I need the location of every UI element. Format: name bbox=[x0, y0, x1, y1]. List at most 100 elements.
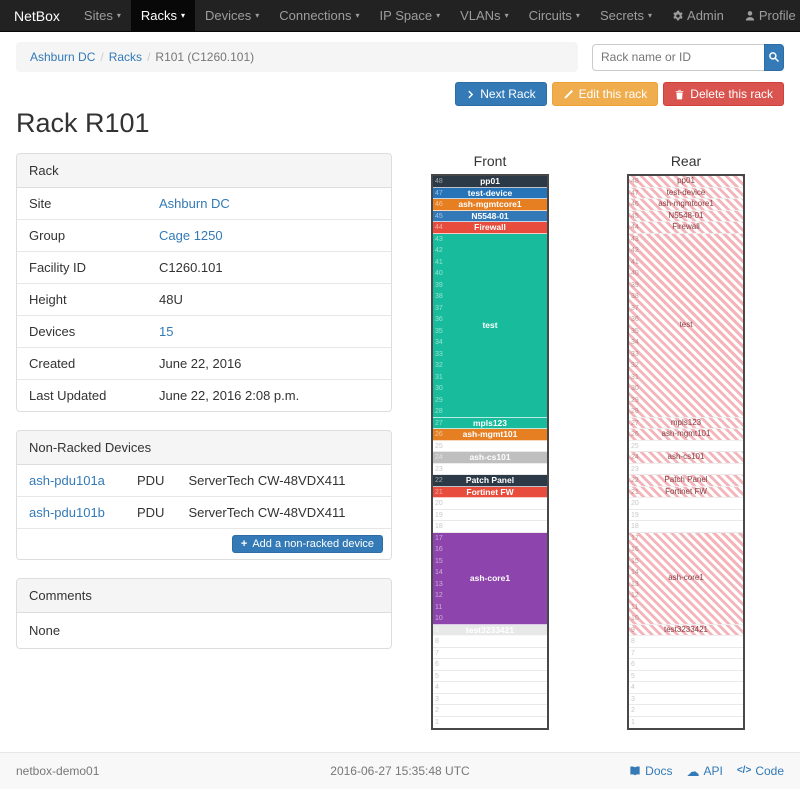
rack-device-patch-panel-rear[interactable]: 22 Patch Panel bbox=[629, 475, 743, 487]
rack-device-ash-core1[interactable]: 17 16 15 14 13 12 11 10 ash-core1 bbox=[433, 532, 547, 625]
device-link[interactable]: ash-pdu101a bbox=[29, 473, 105, 488]
rack-device-n5548-01-rear[interactable]: 45 N5548-01 bbox=[629, 210, 743, 222]
search-button[interactable] bbox=[764, 43, 784, 71]
unit-numbers: 22 bbox=[435, 477, 443, 484]
device-label: Patch Panel bbox=[465, 475, 515, 485]
rack-device-fortinet-fw-rear[interactable]: 21 Fortinet FW bbox=[629, 486, 743, 498]
breadcrumb-item-ashburn-dc[interactable]: Ashburn DC bbox=[30, 50, 96, 64]
gear-icon bbox=[672, 10, 684, 22]
nav-item-devices[interactable]: Devices ▾ bbox=[195, 0, 269, 31]
unit-numbers: 44 bbox=[631, 224, 639, 231]
rack-device-fortinet-fw[interactable]: 21 Fortinet FW bbox=[433, 486, 547, 498]
rack-device-ash-mgmt101[interactable]: 26 ash-mgmt101 bbox=[433, 429, 547, 441]
attr-value-link[interactable]: Ashburn DC bbox=[159, 196, 230, 211]
footer-link-docs[interactable]: Docs bbox=[629, 764, 673, 778]
rack-device-mpls123-rear[interactable]: 27 mpls123 bbox=[629, 417, 743, 429]
rack-device-test3233421[interactable]: 9 test3233421 bbox=[433, 624, 547, 636]
rack-device-test-device[interactable]: 47 test-device bbox=[433, 187, 547, 199]
rack-device-n5548-01[interactable]: 45 N5548-01 bbox=[433, 210, 547, 222]
page-title: Rack R101 bbox=[16, 108, 150, 138]
nav-item-ip-space[interactable]: IP Space ▾ bbox=[370, 0, 451, 31]
nav-item-label: Circuits bbox=[528, 8, 572, 23]
nav-item-racks[interactable]: Racks ▾ bbox=[130, 0, 195, 31]
unit-numbers: 21 bbox=[435, 488, 443, 496]
unit-number: 8 bbox=[435, 638, 439, 645]
attr-value-link[interactable]: Cage 1250 bbox=[159, 228, 223, 243]
trash-icon bbox=[674, 89, 685, 100]
rack-device-ash-mgmtcore1-rear[interactable]: 46 ash-mgmtcore1 bbox=[629, 199, 743, 211]
brand-link[interactable]: NetBox bbox=[14, 7, 60, 24]
unit-numbers: 44 bbox=[435, 224, 443, 231]
empty-unit: 20 bbox=[433, 498, 547, 510]
nav-item-label: Profile bbox=[758, 8, 796, 23]
footer-link-label: Code bbox=[755, 764, 784, 778]
rack-device-test[interactable]: 43 42 41 40 39 38 37 36 35 34 33 32 31 30 29 28 test bbox=[433, 233, 547, 418]
attr-value-link[interactable]: 15 bbox=[159, 324, 174, 339]
caret-down-icon: ▾ bbox=[255, 11, 260, 20]
unit-number: 1 bbox=[631, 718, 635, 726]
nav-item-profile[interactable]: Profile bbox=[734, 0, 800, 31]
nav-item-connections[interactable]: Connections ▾ bbox=[269, 0, 369, 31]
device-role-cell: PDU bbox=[125, 496, 177, 528]
book-icon bbox=[629, 765, 641, 777]
unit-number: 2 bbox=[631, 707, 635, 714]
rack-device-ash-cs101-rear[interactable]: 24 ash-cs101 bbox=[629, 452, 743, 464]
attr-value: June 22, 2016 bbox=[147, 347, 391, 380]
footer-link-code[interactable]: </> Code bbox=[737, 764, 784, 778]
delete-rack-button[interactable]: Delete this rack bbox=[663, 82, 784, 106]
footer-link-api[interactable]: ☁ API bbox=[687, 764, 723, 778]
device-model-cell: ServerTech CW-48VDX411 bbox=[176, 496, 391, 528]
nav-item-vlans[interactable]: VLANs ▾ bbox=[450, 0, 518, 31]
rack-device-ash-mgmt101-rear[interactable]: 26 ash-mgmt101 bbox=[629, 429, 743, 441]
device-label: ash-mgmt101 bbox=[661, 429, 711, 439]
edit-rack-button[interactable]: Edit this rack bbox=[551, 82, 659, 106]
device-label: mpls123 bbox=[670, 417, 702, 427]
nav-item-label: Sites bbox=[83, 8, 113, 23]
nav-item-sites[interactable]: Sites ▾ bbox=[74, 0, 131, 31]
unit-numbers: 22 bbox=[631, 477, 639, 484]
nav-item-secrets[interactable]: Secrets ▾ bbox=[590, 0, 662, 31]
nav-item-circuits[interactable]: Circuits ▾ bbox=[519, 0, 590, 31]
device-label: Firewall bbox=[672, 222, 700, 232]
empty-unit: 4 bbox=[433, 682, 547, 694]
rack-device-mpls123[interactable]: 27 mpls123 bbox=[433, 417, 547, 429]
empty-unit: 2 bbox=[629, 705, 743, 717]
device-label: pp01 bbox=[677, 176, 695, 186]
top-navbar: NetBox Sites ▾ Racks ▾ Devices ▾ Connections ▾ I… bbox=[0, 0, 800, 32]
rack-device-test-rear[interactable]: 43 42 41 40 39 38 37 36 35 34 33 32 31 30 29 28 test bbox=[629, 233, 743, 418]
code-icon: </> bbox=[736, 765, 752, 776]
unit-numbers: 46 bbox=[435, 201, 443, 208]
empty-unit: 3 bbox=[629, 693, 743, 705]
attr-label: Created bbox=[17, 347, 147, 380]
unit-number: 2 bbox=[435, 707, 439, 714]
rack-panel: Rack Site Ashburn DC Group Cage 1250 Facilit… bbox=[16, 153, 392, 412]
rack-device-firewall-rear[interactable]: 44 Firewall bbox=[629, 222, 743, 234]
rack-device-test-device-rear[interactable]: 47 test-device bbox=[629, 187, 743, 199]
device-label: ash-cs101 bbox=[667, 452, 705, 462]
device-label: test-device bbox=[467, 187, 513, 198]
nav-item-admin[interactable]: Admin bbox=[662, 0, 734, 31]
footer-link-label: Docs bbox=[645, 764, 673, 778]
chevron-right-icon bbox=[466, 90, 475, 99]
rack-device-test3233421-rear[interactable]: 9 test3233421 bbox=[629, 624, 743, 636]
rack-device-pp01[interactable]: 48 pp01 bbox=[433, 176, 547, 188]
footer-timestamp: 2016-06-27 15:35:48 UTC bbox=[330, 764, 470, 778]
rack-device-patch-panel[interactable]: 22 Patch Panel bbox=[433, 475, 547, 487]
breadcrumb-item-racks[interactable]: Racks bbox=[108, 50, 143, 64]
add-non-racked-device-button[interactable]: + Add a non-racked device bbox=[231, 535, 383, 553]
empty-unit: 5 bbox=[433, 670, 547, 682]
search-input[interactable] bbox=[592, 43, 764, 71]
caret-down-icon: ▾ bbox=[436, 11, 441, 20]
device-link[interactable]: ash-pdu101b bbox=[29, 505, 105, 520]
page-footer: netbox-demo01 2016-06-27 15:35:48 UTC Do… bbox=[0, 752, 800, 789]
rack-device-pp01-rear[interactable]: 48 pp01 bbox=[629, 176, 743, 188]
breadcrumb: Ashburn DC / Racks / R101 (C1260.101) bbox=[16, 42, 578, 72]
rack-device-ash-core1-rear[interactable]: 17 16 15 14 13 12 11 10 ash-core1 bbox=[629, 532, 743, 625]
device-label: ash-core1 bbox=[668, 573, 704, 582]
empty-unit: 19 bbox=[629, 509, 743, 521]
rack-device-ash-cs101[interactable]: 24 ash-cs101 bbox=[433, 452, 547, 464]
rack-device-ash-mgmtcore1[interactable]: 46 ash-mgmtcore1 bbox=[433, 199, 547, 211]
rack-device-firewall[interactable]: 44 Firewall bbox=[433, 222, 547, 234]
next-rack-button[interactable]: Next Rack bbox=[455, 82, 547, 106]
attr-value: June 22, 2016 2:08 p.m. bbox=[147, 379, 391, 411]
